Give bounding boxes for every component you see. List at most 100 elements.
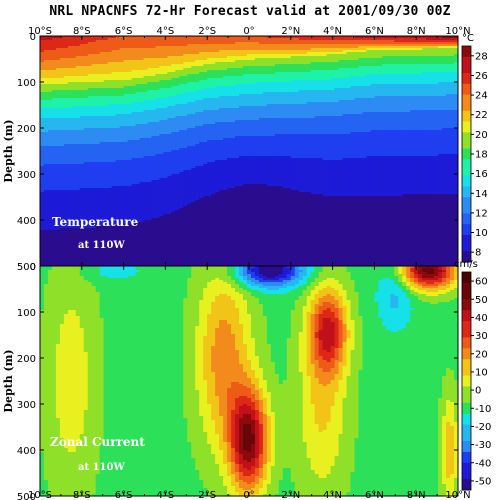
temperature-cell <box>163 72 168 75</box>
temperature-cell <box>123 244 129 247</box>
temperature-cell <box>191 96 196 99</box>
temperature-cell <box>147 86 153 89</box>
temperature-cell <box>67 264 73 266</box>
temperature-cell <box>183 260 188 263</box>
temperature-cell <box>207 178 212 181</box>
temperature-cell <box>207 236 212 239</box>
temperature-cell <box>127 36 133 39</box>
temperature-cell <box>207 56 212 59</box>
temperature-cell <box>115 220 121 223</box>
temperature-cell <box>43 186 49 189</box>
temperature-cell <box>83 76 89 79</box>
temperature-cell <box>135 206 141 209</box>
temperature-cell <box>131 212 137 215</box>
temperature-cell <box>171 204 176 207</box>
temperature-cell <box>75 248 81 251</box>
temperature-cell <box>103 80 109 83</box>
temperature-cell <box>131 224 137 227</box>
temperature-cell <box>139 246 145 249</box>
temperature-cell <box>71 216 77 219</box>
temperature-cell <box>47 192 53 195</box>
temperature-cell <box>91 146 97 149</box>
temperature-cell <box>207 230 212 233</box>
temperature-cell <box>103 100 109 103</box>
temperature-cell <box>71 176 77 179</box>
temperature-cell <box>63 68 69 71</box>
temperature-cell <box>163 74 168 77</box>
temperature-cell <box>59 40 65 43</box>
temperature-cell <box>83 144 89 147</box>
temperature-cell <box>179 226 184 229</box>
temperature-cell <box>159 122 165 125</box>
temperature-cell <box>71 258 77 261</box>
temperature-cell <box>67 116 73 119</box>
temperature-cell <box>111 184 117 187</box>
temperature-cell <box>111 42 117 45</box>
temperature-cell <box>171 108 176 111</box>
temperature-cell <box>171 130 176 133</box>
temperature-cell <box>207 168 212 171</box>
temperature-cell <box>203 170 208 173</box>
temperature-cell <box>40 248 45 251</box>
temperature-cell <box>163 82 168 85</box>
temperature-cell <box>71 120 77 123</box>
temperature-cell <box>207 50 212 53</box>
temperature-cell <box>127 130 133 133</box>
temperature-cell <box>187 106 192 109</box>
temperature-cell <box>111 84 117 87</box>
temperature-cell <box>95 132 101 135</box>
temperature-cell <box>67 162 73 165</box>
temperature-cell <box>47 182 53 185</box>
temperature-cell <box>99 176 105 179</box>
temperature-cell <box>135 72 141 75</box>
temperature-cell <box>123 240 129 243</box>
temperature-cell <box>55 102 61 105</box>
temperature-cell <box>123 92 129 95</box>
temperature-cell <box>163 44 168 47</box>
temperature-cell <box>99 214 105 217</box>
temperature-cell <box>59 226 65 229</box>
temperature-cell <box>163 198 168 201</box>
temperature-cell <box>115 246 121 249</box>
temperature-cell <box>187 216 192 219</box>
temperature-cell <box>111 204 117 207</box>
temperature-cell <box>199 126 204 129</box>
temperature-cell <box>95 260 101 263</box>
temperature-cell <box>40 202 45 205</box>
temperature-cell <box>187 148 192 151</box>
temperature-cell <box>159 180 165 183</box>
temperature-cell <box>95 48 101 51</box>
temperature-cell <box>107 150 113 153</box>
temperature-cell <box>195 224 200 227</box>
temperature-cell <box>167 134 172 137</box>
temperature-cell <box>187 64 192 67</box>
temperature-cell <box>75 144 81 147</box>
temperature-cell <box>199 118 204 121</box>
temperature-cell <box>103 210 109 213</box>
temperature-cell <box>71 88 77 91</box>
temperature-cell <box>175 68 180 71</box>
temperature-cell <box>187 44 192 47</box>
temperature-cell <box>43 128 49 131</box>
temperature-cell <box>131 152 137 155</box>
temperature-cell <box>67 262 73 265</box>
temperature-cell <box>187 110 192 113</box>
temperature-cell <box>199 222 204 225</box>
temperature-cell <box>155 200 161 203</box>
temperature-cell <box>91 44 97 47</box>
temperature-cell <box>55 226 61 229</box>
temperature-cell <box>135 192 141 195</box>
temperature-cell <box>195 88 200 91</box>
temperature-cell <box>155 64 161 67</box>
temperature-cell <box>147 226 153 229</box>
temperature-cell <box>131 36 137 39</box>
temperature-cell <box>91 222 97 225</box>
temperature-cell <box>95 174 101 177</box>
temperature-cell <box>187 188 192 191</box>
temperature-cell <box>207 176 212 179</box>
temperature-cell <box>123 214 129 217</box>
temperature-cell <box>47 168 53 171</box>
temperature-cell <box>55 100 61 103</box>
temperature-cell <box>43 214 49 217</box>
temperature-cell <box>143 112 149 115</box>
